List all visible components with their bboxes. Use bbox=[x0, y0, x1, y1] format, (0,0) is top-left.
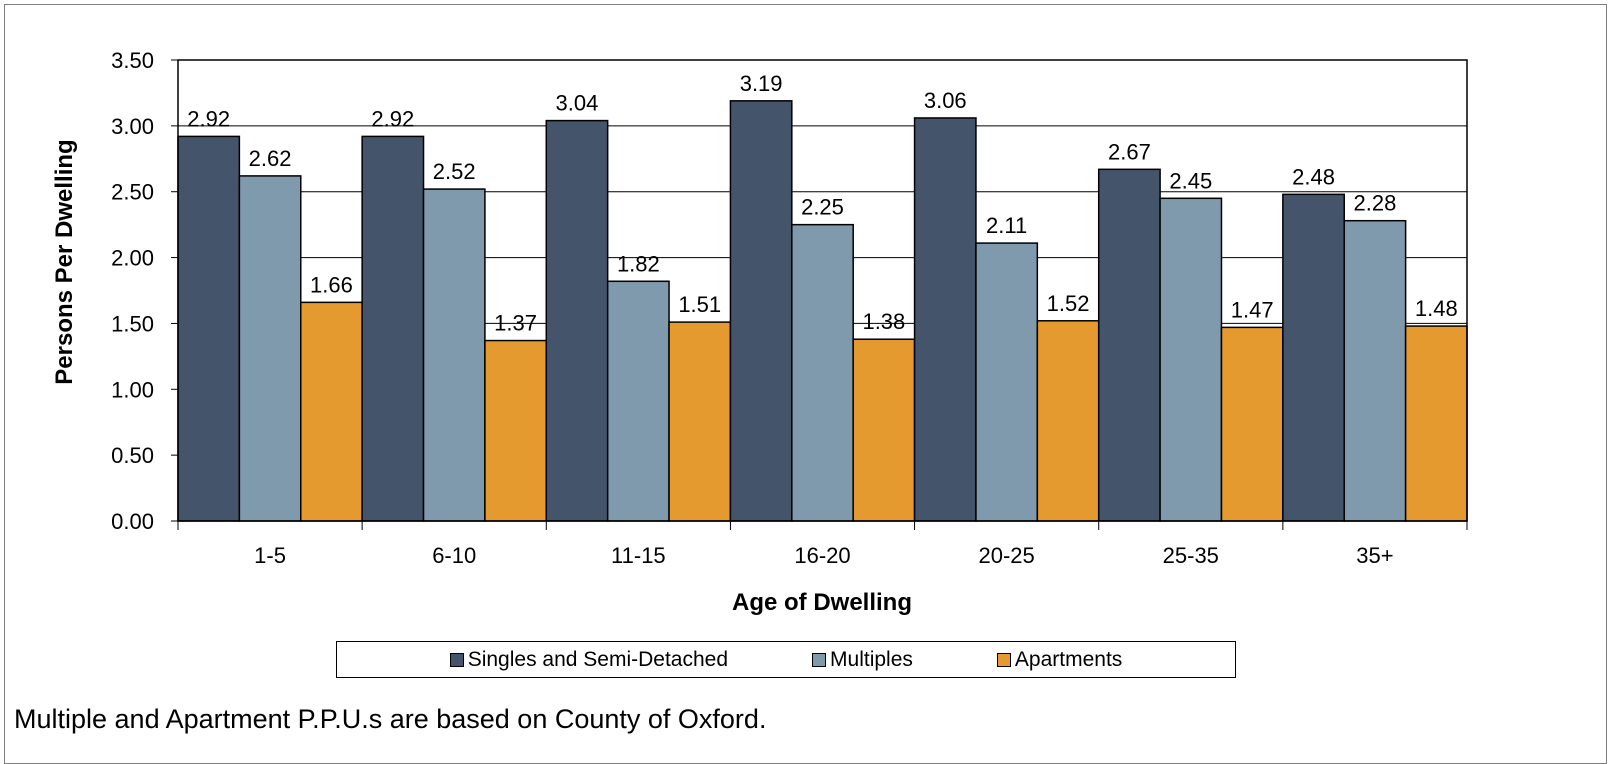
bar bbox=[545, 119, 609, 522]
x-tick-label: 6-10 bbox=[432, 543, 476, 568]
x-tick-label: 35+ bbox=[1356, 543, 1393, 568]
bar bbox=[1404, 325, 1468, 522]
bar bbox=[668, 321, 732, 522]
x-tick-label: 1-5 bbox=[254, 543, 286, 568]
data-label: 1.37 bbox=[494, 311, 537, 336]
data-label: 1.51 bbox=[678, 292, 721, 317]
data-label: 1.47 bbox=[1231, 297, 1274, 322]
bar bbox=[1343, 219, 1407, 522]
bar-chart: 0.00 0.50 1.00 1.50 2.00 2.50 3.00 3.50 1-5 6-10… bbox=[51, 48, 1468, 616]
data-label: 2.11 bbox=[986, 213, 1027, 238]
x-tick-label: 20-25 bbox=[979, 543, 1035, 568]
data-label: 2.48 bbox=[1292, 164, 1335, 189]
bar bbox=[177, 135, 241, 522]
data-labels: 2.92 2.62 1.66 2.92 2.52 1.37 3.04 1.82 1.51 3.19… bbox=[187, 71, 1457, 336]
bar bbox=[238, 175, 302, 522]
bar bbox=[1220, 326, 1284, 522]
y-tick-label: 0.00 bbox=[111, 509, 154, 534]
data-label: 3.19 bbox=[740, 71, 783, 96]
y-tick-label: 0.50 bbox=[111, 443, 154, 468]
x-tick-label: 25-35 bbox=[1163, 543, 1219, 568]
bar bbox=[1159, 197, 1223, 522]
bar bbox=[1036, 320, 1100, 522]
data-label: 2.45 bbox=[1169, 168, 1212, 193]
footnote: Multiple and Apartment P.P.U.s are based… bbox=[14, 704, 767, 734]
bar bbox=[484, 339, 548, 522]
data-label: 1.66 bbox=[310, 272, 353, 297]
data-label: 2.52 bbox=[433, 159, 476, 184]
y-tick-label: 3.00 bbox=[111, 114, 154, 139]
y-tick-label: 2.50 bbox=[111, 180, 154, 205]
bar bbox=[975, 242, 1039, 522]
data-label: 1.82 bbox=[617, 251, 660, 276]
bar bbox=[361, 135, 425, 522]
data-label: 1.52 bbox=[1047, 291, 1090, 316]
axes bbox=[171, 59, 1468, 530]
bar bbox=[791, 223, 854, 522]
data-label: 2.25 bbox=[801, 195, 844, 220]
legend-item-apartments: Apartments bbox=[996, 647, 1123, 672]
bar bbox=[913, 117, 977, 522]
bar bbox=[852, 338, 916, 522]
data-label: 2.92 bbox=[187, 106, 230, 131]
y-tick-label: 3.50 bbox=[111, 48, 154, 73]
legend-swatch-singles bbox=[449, 652, 464, 667]
bar bbox=[1097, 168, 1161, 522]
data-label: 2.28 bbox=[1354, 191, 1397, 216]
legend-label-multiples: Multiples bbox=[830, 647, 913, 671]
data-label: 2.92 bbox=[371, 106, 414, 131]
bar bbox=[606, 280, 670, 522]
y-tick-label: 1.50 bbox=[111, 311, 154, 336]
legend-label-singles: Singles and Semi-Detached bbox=[467, 647, 729, 671]
x-tick-labels: 1-5 6-10 11-15 16-20 20-25 25-35 35+ bbox=[254, 543, 1393, 568]
y-tick-label: 1.00 bbox=[111, 377, 154, 402]
bar bbox=[1282, 193, 1345, 522]
x-tick-label: 16-20 bbox=[794, 543, 850, 568]
y-tick-label: 2.00 bbox=[111, 246, 154, 271]
legend-swatch-multiples bbox=[812, 652, 827, 667]
y-axis-title: Persons Per Dwelling bbox=[51, 139, 78, 384]
data-label: 1.38 bbox=[862, 309, 905, 334]
data-label: 1.48 bbox=[1415, 296, 1458, 321]
x-tick-label: 11-15 bbox=[611, 543, 666, 568]
legend: Singles and Semi-Detached Multiples Apar… bbox=[336, 641, 1236, 678]
data-label: 3.04 bbox=[556, 91, 599, 116]
bar bbox=[300, 301, 363, 522]
bars bbox=[177, 100, 1468, 522]
plot-area-border bbox=[177, 59, 1468, 522]
x-axis-title: Age of Dwelling bbox=[732, 589, 912, 616]
y-tick-labels: 0.00 0.50 1.00 1.50 2.00 2.50 3.00 3.50 bbox=[111, 48, 154, 534]
legend-item-singles: Singles and Semi-Detached bbox=[449, 647, 729, 672]
data-label: 2.62 bbox=[249, 146, 292, 171]
bar bbox=[729, 100, 793, 522]
legend-swatch-apartments bbox=[996, 652, 1011, 667]
data-label: 3.06 bbox=[924, 88, 967, 113]
data-label: 2.67 bbox=[1108, 139, 1151, 164]
legend-label-apartments: Apartments bbox=[1014, 647, 1123, 671]
legend-item-multiples: Multiples bbox=[812, 648, 913, 672]
bar bbox=[422, 188, 486, 522]
